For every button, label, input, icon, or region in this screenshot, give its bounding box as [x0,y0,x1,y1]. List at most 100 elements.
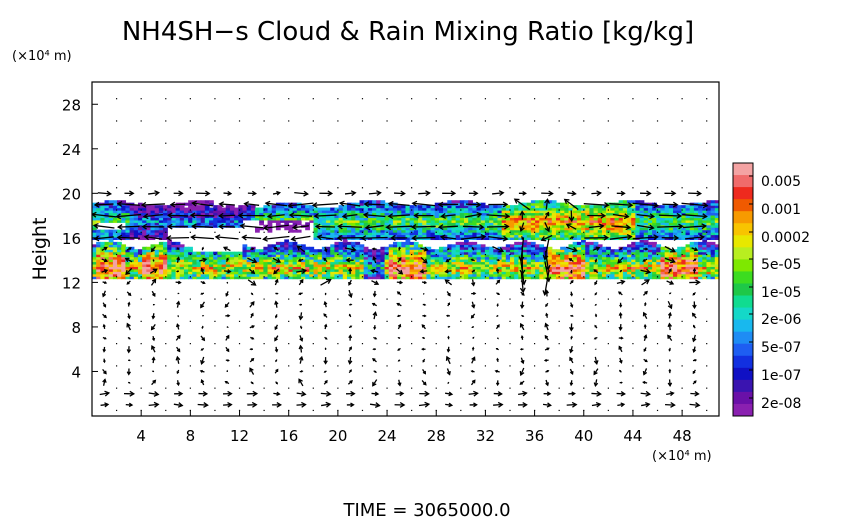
field-cell [522,239,528,243]
field-cell [171,244,177,248]
field-cell [217,273,223,277]
field-cell [622,219,628,223]
field-cell [497,268,503,272]
grid-dot [411,276,413,278]
vector-head [151,370,154,373]
field-cell [221,210,227,214]
field-cell [401,263,407,267]
vector-head [226,257,229,261]
vector-shaft [219,203,235,206]
field-cell [560,271,565,275]
field-cell [702,212,708,216]
grid-dot [337,298,339,300]
field-cell [384,236,390,241]
grid-dot [214,320,216,322]
field-cell [401,261,407,265]
field-cell [129,254,135,258]
field-cell [547,246,553,250]
field-cell [639,254,645,258]
field-cell [551,273,557,277]
grid-dot [484,164,487,167]
field-cell [627,229,632,233]
field-cell [530,256,536,260]
field-cell [689,205,695,209]
field-cell [259,254,264,258]
field-cell [576,256,582,260]
field-cell [200,254,206,258]
field-cell [179,212,185,216]
field-cell [175,212,181,216]
field-cell [397,229,402,233]
field-cell [250,263,256,267]
field-cell [275,207,281,211]
field-cell [133,229,139,233]
grid-dot [238,298,241,300]
field-cell [188,268,193,272]
field-cell [698,266,703,270]
field-cell [635,234,641,238]
field-cell [275,210,281,214]
field-cell [539,236,545,241]
field-cell [518,232,524,236]
field-cell [677,205,682,209]
field-cell [296,254,302,258]
field-cell [606,246,611,250]
field-cell [426,207,432,211]
field-cell [259,210,264,214]
field-cell [501,261,507,265]
grid-dot [337,253,339,256]
field-cell [137,263,143,267]
field-cell [142,217,147,221]
field-cell [292,271,298,275]
field-cell [313,268,319,272]
field-cell [535,227,540,231]
grid-dot [706,187,708,189]
field-cell [610,214,616,218]
field-cell [326,214,331,218]
field-cell [518,276,524,280]
field-cell [652,212,657,216]
field-cell [355,229,361,233]
vector-shaft [314,214,337,217]
field-cell [576,246,582,250]
field-cell [334,271,340,275]
field-cell [643,256,649,260]
field-cell [434,263,440,267]
field-cell [593,232,599,236]
field-cell [213,212,218,216]
field-cell [647,207,653,211]
field-cell [710,249,716,253]
field-cell [443,219,448,223]
field-cell [255,273,260,277]
field-cell [422,273,427,277]
field-cell [589,268,595,272]
field-cell [225,261,231,265]
field-cell [455,256,461,260]
field-cell [154,214,160,218]
field-cell [434,222,440,226]
field-cell [618,271,624,275]
field-cell [443,234,448,238]
field-cell [259,207,264,211]
field-cell [484,271,490,275]
field-cell [175,244,181,248]
field-cell [514,254,519,258]
grid-dot [533,276,536,278]
field-cell [154,259,160,263]
field-cell [614,261,620,265]
grid-dot [583,298,585,300]
vector-head [227,359,230,362]
field-cell [334,254,340,258]
vector-head [191,223,197,230]
field-cell [409,217,415,221]
field-cell [518,210,524,214]
field-cell [92,232,97,236]
field-cell [714,271,719,275]
field-cell [627,254,632,258]
field-cell [238,210,244,214]
field-cell [275,261,281,265]
field-cell [413,222,419,226]
field-cell [292,241,298,245]
field-cell [413,266,419,270]
field-cell [142,268,147,272]
